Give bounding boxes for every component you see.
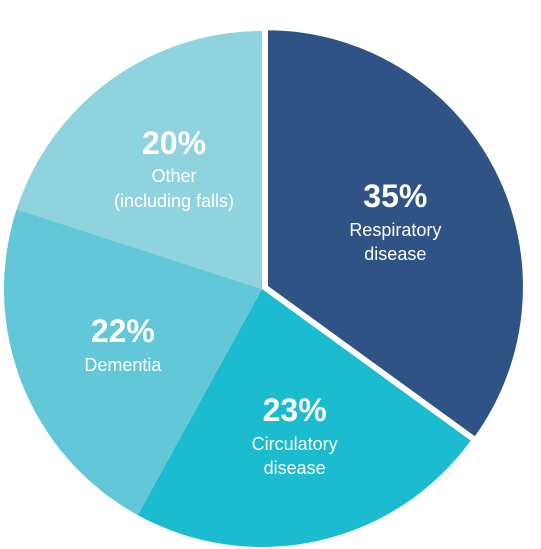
value-label: 20% [142, 124, 207, 161]
label-group: 20% Other (including falls) [74, 98, 274, 238]
slice-label: 23% Circulatory disease [195, 365, 395, 505]
pie-slice [3, 209, 262, 516]
category-label: Respiratory disease [349, 219, 442, 264]
pie-slice [137, 289, 471, 547]
value-label: 35% [363, 177, 428, 214]
slice-label: 22% Dementia [23, 274, 223, 414]
slice-label: 20% Other (including falls) [74, 98, 274, 238]
label-group: 35% Respiratory disease [295, 151, 495, 291]
category-label: Other (including falls) [114, 166, 235, 211]
label-group: 23% Circulatory disease [195, 365, 395, 505]
category-label: Circulatory disease [251, 433, 338, 478]
pie-slice [16, 31, 263, 289]
slice-label: 35% Respiratory disease [295, 151, 495, 291]
category-label: Dementia [84, 354, 162, 375]
label-group: 22% Dementia [23, 274, 223, 414]
pie-slice [264, 27, 526, 441]
value-label: 23% [262, 391, 327, 428]
value-label: 22% [90, 313, 155, 350]
